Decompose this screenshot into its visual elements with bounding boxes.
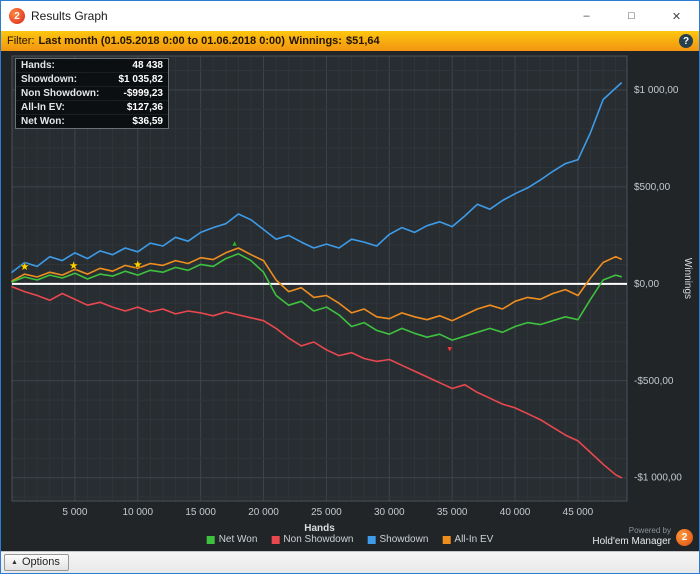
- y-axis-title: Winnings: [682, 258, 693, 299]
- legend-swatch-icon: [206, 535, 215, 544]
- y-tick-label: -$1 000,00: [634, 473, 682, 484]
- stats-row: Hands: 48 438: [16, 59, 168, 73]
- window-controls: – □ ✕: [564, 1, 699, 31]
- series-line-net-won: [11, 253, 623, 341]
- powered-by-text: Powered by: [628, 525, 671, 535]
- chart-region: ★ ★ ★ ▲ ▼ 5 000 10 000 15 000 20 000 25 000 30 000…: [1, 51, 699, 551]
- chart-footer: Net Won Non Showdown Showdown All-In EV Pow…: [1, 525, 699, 551]
- star-marker-icon: ★: [132, 257, 143, 271]
- chart-legend: Net Won Non Showdown Showdown All-In EV: [206, 534, 493, 545]
- y-tick-label: $1 000,00: [634, 85, 679, 96]
- legend-item: All-In EV: [442, 534, 493, 545]
- legend-item: Showdown: [367, 534, 428, 545]
- minimize-button[interactable]: –: [583, 10, 590, 22]
- legend-item: Net Won: [206, 534, 258, 545]
- options-button[interactable]: ▲ Options: [4, 554, 69, 571]
- winnings-value: $51,64: [345, 35, 380, 47]
- x-tick-label: 30 000: [374, 507, 405, 518]
- y-tick-label: -$500,00: [634, 376, 674, 387]
- help-icon[interactable]: ?: [679, 34, 693, 48]
- stats-row: Net Won: $36,59: [16, 115, 168, 128]
- star-marker-icon: ★: [68, 258, 79, 272]
- stats-value: $127,36: [126, 102, 163, 113]
- maximize-button[interactable]: □: [628, 10, 635, 22]
- status-bar: ▲ Options: [1, 551, 699, 573]
- stats-row: All-In EV: $127,36: [16, 101, 168, 115]
- x-tick-label: 35 000: [437, 507, 468, 518]
- x-tick-label: 40 000: [500, 507, 531, 518]
- star-marker-icon: ★: [19, 259, 30, 273]
- plot-frame: [11, 55, 628, 502]
- stats-label: Net Won:: [21, 116, 65, 127]
- x-tick-label: 25 000: [311, 507, 342, 518]
- x-tick-label: 20 000: [248, 507, 279, 518]
- legend-label: All-In EV: [454, 534, 494, 545]
- filter-label: Filter:: [7, 35, 35, 47]
- options-button-label: Options: [21, 556, 60, 568]
- series-line-non-showdown: [11, 285, 623, 479]
- filter-bar: Filter: Last month (01.05.2018 0:00 to 0…: [1, 31, 699, 51]
- stats-row: Non Showdown: -$999,23: [16, 87, 168, 101]
- x-tick-label: 5 000: [62, 507, 87, 518]
- triangle-up-marker-icon: ▲: [230, 238, 239, 248]
- x-tick-label: 10 000: [122, 507, 153, 518]
- winnings-label: Winnings:: [288, 35, 342, 47]
- triangle-down-marker-icon: ▼: [445, 344, 454, 354]
- stats-row: Showdown: $1 035,82: [16, 73, 168, 87]
- options-caret-icon: ▲: [11, 558, 18, 566]
- results-chart: ★ ★ ★ ▲ ▼ 5 000 10 000 15 000 20 000 25 000 30 000…: [11, 55, 693, 534]
- brand-logo-icon: 2: [676, 529, 693, 546]
- legend-swatch-icon: [367, 535, 376, 544]
- y-tick-label: $500,00: [634, 182, 671, 193]
- legend-label: Showdown: [379, 534, 429, 545]
- x-tick-label: 45 000: [563, 507, 594, 518]
- stats-value: $36,59: [132, 116, 163, 127]
- x-axis-title: Hands: [304, 523, 335, 534]
- stats-label: Showdown:: [21, 74, 78, 85]
- stats-value: -$999,23: [123, 88, 163, 99]
- stats-label: All-In EV:: [21, 102, 65, 113]
- powered-by-block: Powered by Hold'em Manager: [592, 526, 671, 549]
- plot-area: [12, 56, 627, 501]
- titlebar: 2 Results Graph – □ ✕: [1, 1, 699, 31]
- y-tick-label: $0,00: [634, 279, 659, 290]
- stats-box: Hands: 48 438 Showdown: $1 035,82 Non Showdo…: [15, 58, 169, 129]
- stats-label: Hands:: [21, 60, 55, 71]
- stats-value: 48 438: [132, 60, 163, 71]
- legend-swatch-icon: [271, 535, 280, 544]
- legend-item: Non Showdown: [271, 534, 353, 545]
- app-icon: 2: [9, 8, 25, 24]
- series-line-all-in-ev: [11, 247, 623, 322]
- filter-value: Last month (01.05.2018 0:00 to 01.06.201…: [38, 35, 285, 47]
- x-tick-label: 15 000: [185, 507, 216, 518]
- legend-swatch-icon: [442, 535, 451, 544]
- stats-value: $1 035,82: [118, 74, 164, 85]
- stats-label: Non Showdown:: [21, 88, 100, 99]
- series-line-showdown: [11, 82, 623, 273]
- close-button[interactable]: ✕: [671, 10, 682, 23]
- window-title: Results Graph: [31, 9, 108, 23]
- legend-label: Net Won: [218, 534, 258, 545]
- legend-label: Non Showdown: [283, 534, 354, 545]
- brand-name: Hold'em Manager: [592, 535, 671, 547]
